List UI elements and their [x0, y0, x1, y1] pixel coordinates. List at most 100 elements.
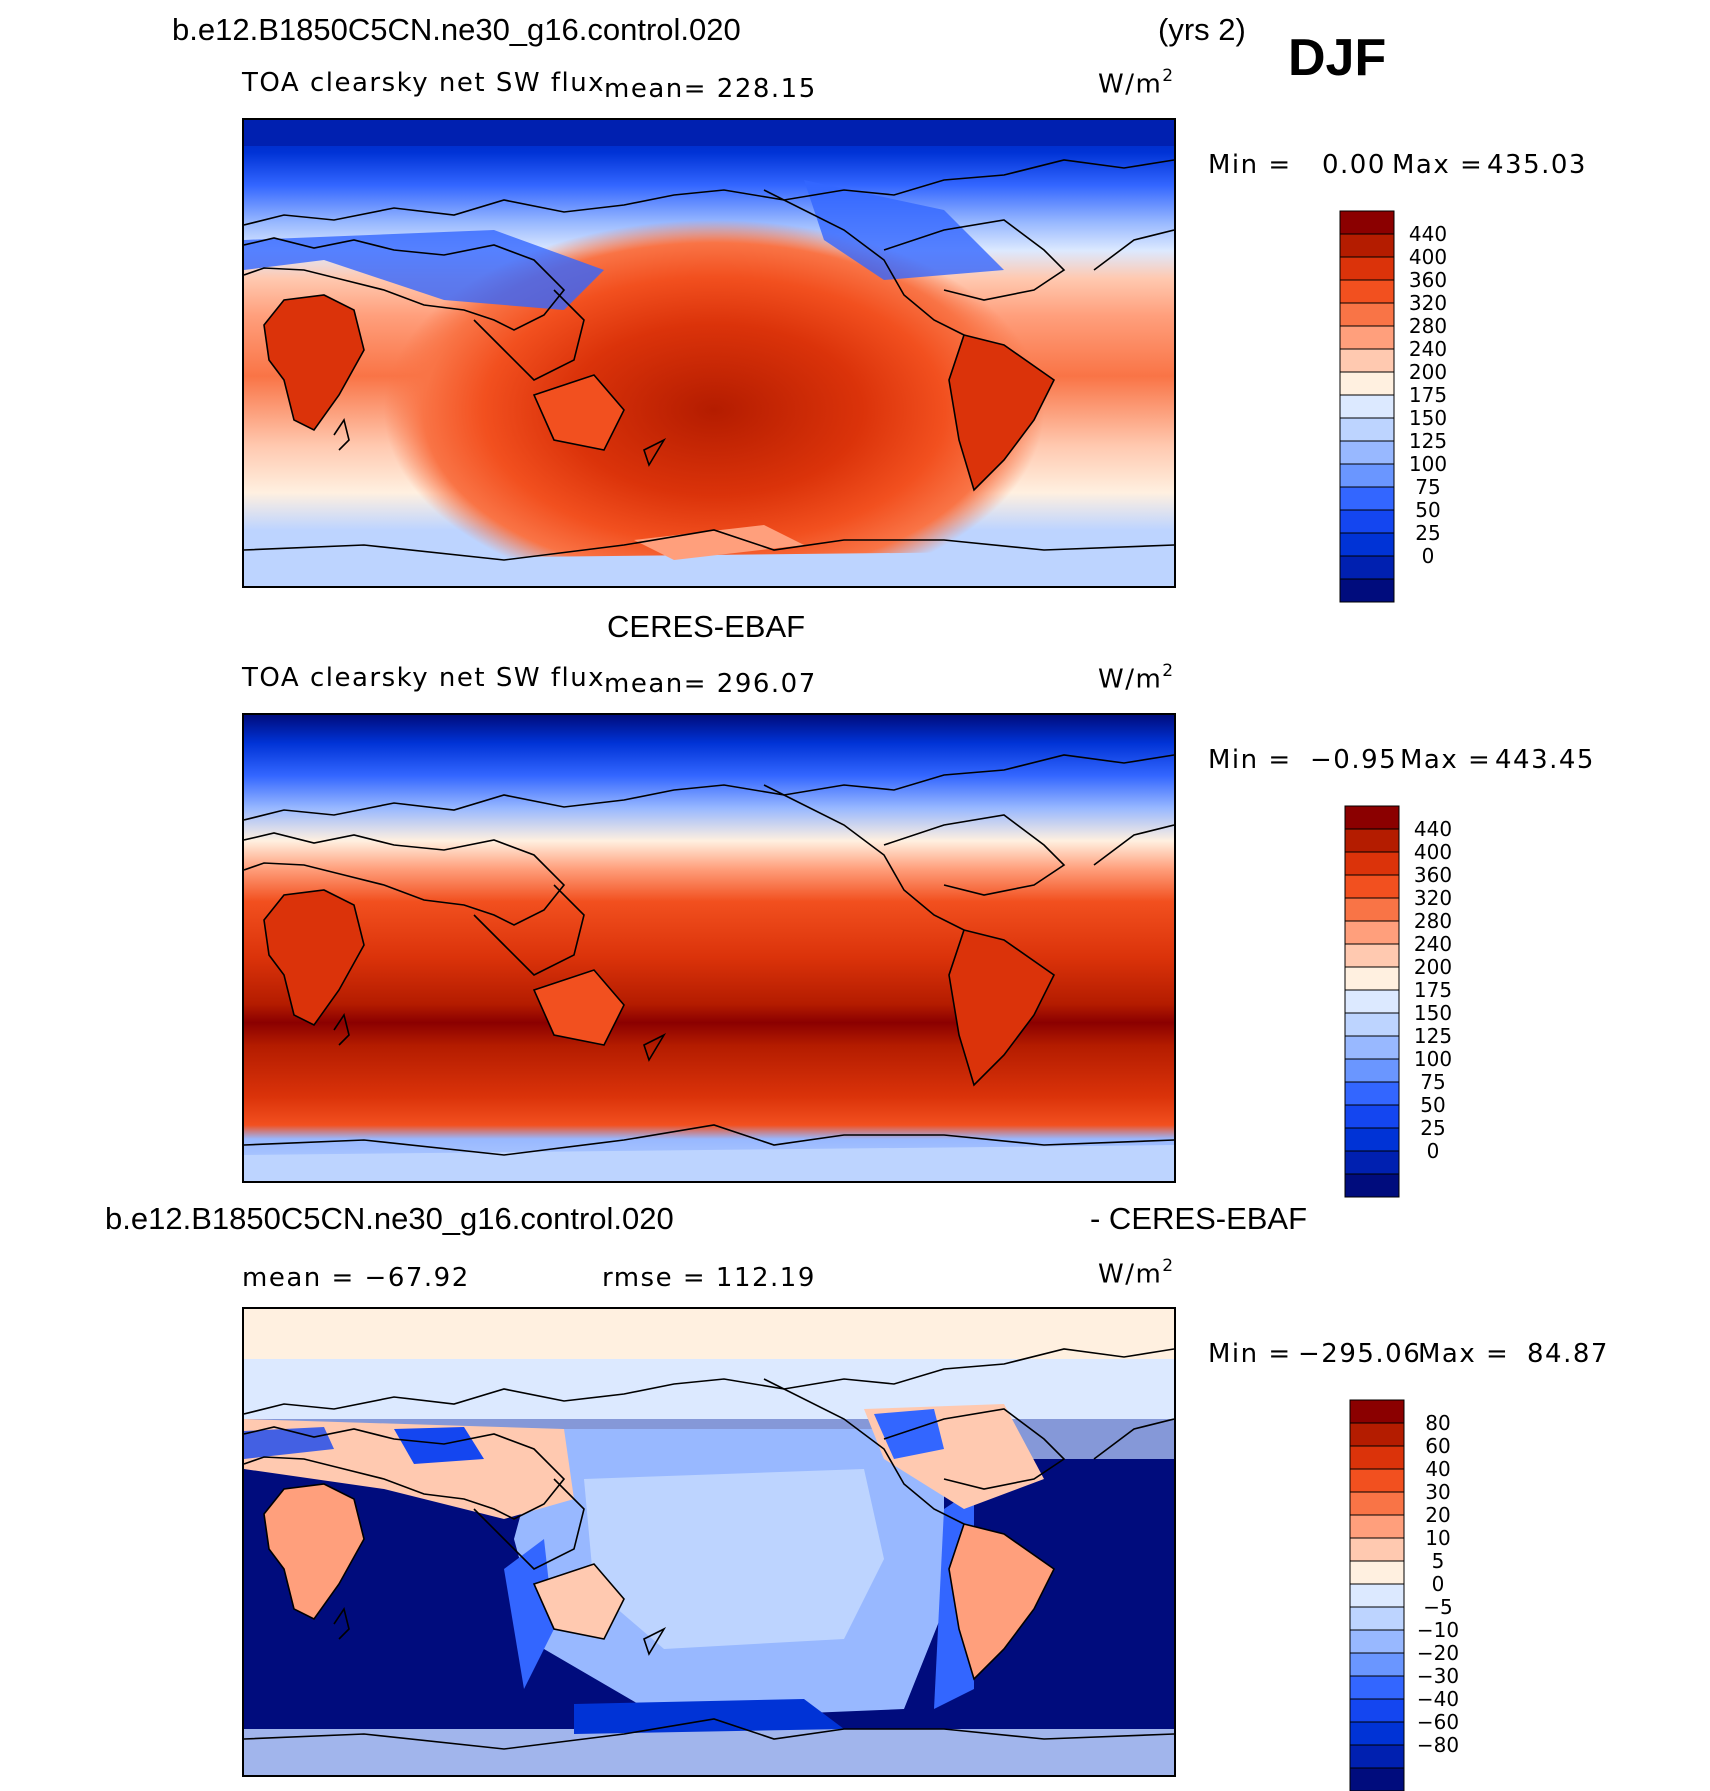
panel2-variable-name: TOA clearsky net SW flux [242, 663, 606, 693]
panel3-max-value: 84.87 [1527, 1339, 1609, 1369]
panel2-units: W/m2 [1098, 661, 1175, 695]
panel1-variable-name: TOA clearsky net SW flux [242, 68, 606, 98]
colorbar-tick-label: 100 [1414, 1047, 1452, 1071]
panel2-obs-title: CERES-EBAF [607, 609, 806, 644]
colorbar-tick-label: 280 [1409, 314, 1447, 338]
colorbar-swatch [1344, 1127, 1400, 1152]
colorbar-swatch [1344, 1081, 1400, 1106]
colorbar-swatch [1349, 1675, 1405, 1700]
colorbar-tick-label: −5 [1423, 1595, 1452, 1619]
colorbar-tick-label: 175 [1414, 978, 1452, 1002]
colorbar-tick-label: −80 [1417, 1733, 1459, 1757]
colorbar-tick-label: 10 [1425, 1526, 1450, 1550]
colorbar-tick-label: 200 [1414, 955, 1452, 979]
colorbar-tick-label: 25 [1415, 521, 1440, 545]
colorbar-tick-label: 320 [1414, 886, 1452, 910]
colorbar-tick-label: −20 [1417, 1641, 1459, 1665]
colorbar-swatch [1339, 325, 1395, 350]
colorbar-swatch [1344, 851, 1400, 876]
colorbar-swatch [1339, 394, 1395, 419]
colorbar-swatch [1344, 1173, 1400, 1198]
colorbar-swatch [1349, 1491, 1405, 1516]
colorbar-swatch [1349, 1698, 1405, 1723]
colorbar-tick-label: −40 [1417, 1687, 1459, 1711]
colorbar-swatch [1349, 1652, 1405, 1677]
colorbar-tick-label: −10 [1417, 1618, 1459, 1642]
colorbar-tick-label: 25 [1420, 1116, 1445, 1140]
colorbar-swatch [1344, 920, 1400, 945]
colorbar-swatch [1344, 897, 1400, 922]
colorbar-tick-label: 150 [1409, 406, 1447, 430]
colorbar-tick-label: 0 [1432, 1572, 1445, 1596]
colorbar-tick-label: 75 [1420, 1070, 1445, 1094]
colorbar-swatch [1349, 1422, 1405, 1447]
panel1-max-value: 435.03 [1487, 150, 1587, 180]
panel3-max-label: Max = [1418, 1339, 1510, 1369]
panel3-difference-map [242, 1307, 1176, 1777]
colorbar-tick-label: 320 [1409, 291, 1447, 315]
colorbar-tick-label: 400 [1414, 840, 1452, 864]
colorbar-tick-label: 175 [1409, 383, 1447, 407]
panel1-max-label: Max = [1392, 150, 1484, 180]
colorbar-swatch [1344, 1035, 1400, 1060]
colorbar-tick-label: 125 [1409, 429, 1447, 453]
colorbar-swatch [1339, 371, 1395, 396]
panel3-min-value: −295.06 [1298, 1339, 1422, 1369]
colorbar-swatch [1339, 509, 1395, 534]
colorbar-tick-label: 440 [1409, 222, 1447, 246]
colorbar-tick-label: 50 [1415, 498, 1440, 522]
colorbar-tick-label: 100 [1409, 452, 1447, 476]
colorbar-swatch [1344, 966, 1400, 991]
panel2-max-label: Max = [1400, 745, 1492, 775]
colorbar-tick-label: 360 [1409, 268, 1447, 292]
colorbar-swatch [1339, 532, 1395, 557]
panel1-years-label: (yrs 2) [1158, 12, 1246, 47]
panel1-units: W/m2 [1098, 66, 1175, 100]
panel2-min-label: Min = [1208, 745, 1292, 775]
colorbar-tick-label: −30 [1417, 1664, 1459, 1688]
colorbar-tick-label: 30 [1425, 1480, 1450, 1504]
panel3-units: W/m2 [1098, 1256, 1175, 1290]
colorbar-swatch [1344, 989, 1400, 1014]
panel1-case-title: b.e12.B1850C5CN.ne30_g16.control.020 [172, 12, 741, 47]
colorbar-tick-label: 60 [1425, 1434, 1450, 1458]
colorbar-tick-label: 40 [1425, 1457, 1450, 1481]
panel1-mean-value: mean= 228.15 [604, 74, 817, 104]
colorbar-swatch [1339, 348, 1395, 373]
colorbar-swatch [1349, 1721, 1405, 1746]
colorbar-swatch [1339, 555, 1395, 580]
colorbar-swatch [1349, 1629, 1405, 1654]
colorbar-swatch [1339, 256, 1395, 281]
colorbar-tick-label: 5 [1432, 1549, 1445, 1573]
colorbar-swatch [1339, 440, 1395, 465]
panel2-colorbar: 440 400 360 320 280 240 200 175 150 125 100 75 50 25 0 [1343, 804, 1483, 1198]
panel2-max-value: 443.45 [1495, 745, 1595, 775]
colorbar-tick-label: 50 [1420, 1093, 1445, 1117]
colorbar-tick-label: 240 [1409, 337, 1447, 361]
colorbar-swatch [1344, 1058, 1400, 1083]
colorbar-swatch [1344, 943, 1400, 968]
colorbar-swatch [1339, 486, 1395, 511]
colorbar-tick-label: 80 [1425, 1411, 1450, 1435]
panel3-obs-suffix: - CERES-EBAF [1090, 1201, 1308, 1236]
panel1-model-map [242, 118, 1176, 588]
season-label: DJF [1288, 29, 1387, 87]
colorbar-tick-label: 200 [1409, 360, 1447, 384]
colorbar-swatch [1339, 210, 1395, 235]
panel3-rmse-value: rmse = 112.19 [602, 1263, 816, 1293]
panel1-min-label: Min = [1208, 150, 1292, 180]
panel2-min-value: −0.95 [1310, 745, 1398, 775]
colorbar-tick-label: 125 [1414, 1024, 1452, 1048]
colorbar-tick-label: 150 [1414, 1001, 1452, 1025]
colorbar-tick-label: −60 [1417, 1710, 1459, 1734]
colorbar-tick-label: 20 [1425, 1503, 1450, 1527]
colorbar-swatch [1339, 302, 1395, 327]
panel3-min-label: Min = [1208, 1339, 1292, 1369]
colorbar-swatch [1339, 279, 1395, 304]
panel3-colorbar: 80 60 40 30 20 10 5 0 −5 −10 −20 −30 −40 −60 −80 [1348, 1398, 1488, 1791]
colorbar-swatch [1344, 1012, 1400, 1037]
panel1-colorbar: 440 400 360 320 280 240 200 175 150 125 100 75 50 25 0 [1338, 209, 1478, 603]
colorbar-swatch [1349, 1606, 1405, 1631]
panel1-min-value: 0.00 [1322, 150, 1386, 180]
colorbar-tick-label: 240 [1414, 932, 1452, 956]
